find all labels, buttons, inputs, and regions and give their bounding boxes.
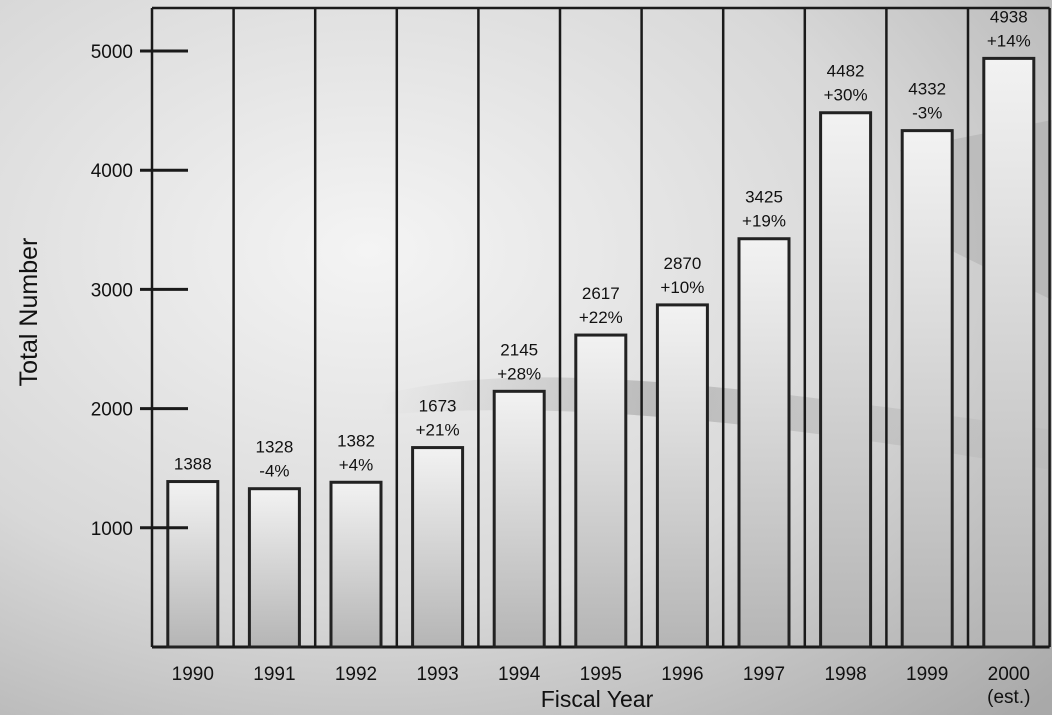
change-label: +28% [497, 364, 541, 383]
y-axis-title: Total Number [15, 238, 43, 387]
y-tick-label: 4000 [91, 161, 133, 182]
bar-1997 [737, 237, 791, 649]
bar-1991 [247, 487, 301, 649]
bar-1995 [574, 333, 628, 649]
bar-1990 [166, 480, 220, 649]
x-tick-label: 1991 [253, 664, 295, 685]
value-label: 2617 [582, 284, 620, 303]
change-label: +14% [987, 31, 1031, 50]
bar-1998 [819, 111, 873, 649]
x-tick-label: 1994 [498, 664, 541, 685]
bar-1999 [900, 129, 954, 649]
bar-1993 [411, 446, 465, 649]
y-tick-label: 5000 [91, 42, 133, 63]
x-tick-note: (est.) [987, 687, 1030, 708]
y-tick-label: 2000 [91, 400, 133, 421]
change-label: +22% [579, 308, 623, 327]
change-label: -3% [912, 104, 942, 123]
y-tick-label: 3000 [91, 280, 133, 301]
x-tick-label: 1997 [743, 664, 785, 685]
value-label: 1328 [255, 438, 293, 457]
x-axis-title: Fiscal Year [541, 686, 654, 712]
bar-1992 [329, 480, 383, 649]
bar-1994 [492, 389, 546, 649]
change-label: -4% [259, 462, 289, 481]
value-label: 3425 [745, 188, 783, 207]
change-label: +21% [416, 421, 460, 440]
value-label: 1382 [337, 431, 375, 450]
value-label: 4332 [908, 80, 946, 99]
x-tick-label: 1998 [824, 664, 866, 685]
change-label: +4% [339, 455, 374, 474]
y-axis: 1000 2000 3000 4000 5000 [91, 42, 188, 540]
value-label: 2870 [663, 254, 701, 273]
value-label: 4938 [990, 7, 1028, 26]
bar-1996 [655, 303, 709, 649]
x-tick-label: 1996 [661, 664, 703, 685]
change-label: +30% [824, 86, 868, 105]
change-label: +10% [660, 278, 704, 297]
y-tick-label: 1000 [91, 519, 133, 540]
x-axis: 1990 1991 1992 1993 1994 1995 1996 1997 1998 1999… [172, 664, 1031, 708]
bar-2000 [982, 56, 1036, 649]
x-tick-label: 1993 [416, 664, 458, 685]
value-label: 4482 [827, 62, 865, 81]
x-tick-label: 1992 [335, 664, 377, 685]
x-tick-label: 1995 [580, 664, 622, 685]
change-label: +19% [742, 212, 786, 231]
x-tick-label: 1990 [172, 664, 214, 685]
bars-group: 1388 1328 -4% 1382 +4% 1673 +21% 2145 +28% 2617 +2… [166, 7, 1036, 649]
x-tick-label: 2000 [988, 664, 1030, 685]
value-label: 1388 [174, 455, 212, 474]
value-label: 2145 [500, 340, 538, 359]
x-tick-label: 1999 [906, 664, 948, 685]
value-label: 1673 [419, 397, 457, 416]
